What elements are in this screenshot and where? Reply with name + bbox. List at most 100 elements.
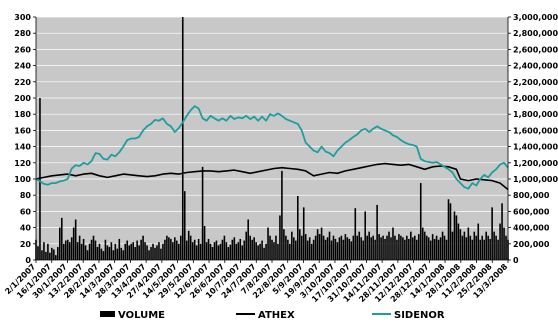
volume-bar [223,235,226,260]
volume-bar [201,166,204,260]
left-tick-label: 260 [14,45,31,54]
volume-bar [320,227,323,260]
right-tick-label: 600,000 [513,207,550,216]
volume-bar [229,244,232,260]
volume-bar [378,234,380,260]
volume-bar [473,231,476,260]
volume-bar [138,245,140,260]
volume-bar [372,235,374,260]
right-tick-label: 400,000 [513,224,550,233]
volume-bar [148,250,150,260]
right-tick-label: 0 [513,256,519,265]
volume-bar [110,242,113,260]
volume-bar [207,238,210,260]
volume-bar [96,247,99,260]
volume-bar [358,231,361,260]
plot-background [36,17,508,260]
volume-bar [398,234,400,260]
legend: VOLUME ATHEX SIDENOR [100,310,445,321]
volume-bar [195,245,198,260]
volume-bar [213,242,216,260]
left-tick-label: 280 [14,29,31,38]
volume-bar [243,240,246,260]
volume-bar [417,234,420,260]
volume-bar [142,235,144,260]
volume-bar [164,239,166,260]
volume-bar [483,239,485,260]
volume-bar [505,235,507,260]
volume-bar [445,239,448,260]
volume-bar [239,238,242,260]
volume-bar [82,238,85,260]
volume-bar [177,243,180,260]
volume-bar [183,191,186,260]
volume-bar [289,243,291,260]
volume-bar [433,238,436,260]
volume-bar [328,231,331,260]
volume-bar [463,231,466,260]
volume-bar [255,242,257,260]
volume-bar [350,241,353,260]
volume-bar [380,237,382,260]
volume-bar [324,239,327,260]
volume-bar [179,235,182,260]
volume-bar [312,239,315,260]
volume-bar [487,235,489,260]
volume-bar [251,239,253,260]
volume-bar [352,235,355,260]
volume-bar [503,227,505,260]
volume-bar [477,223,480,260]
volume-bar [459,229,462,260]
volume-bar [249,235,251,260]
right-tick-label: 1,600,000 [513,126,558,135]
volume-bar [302,207,305,260]
volume-bar [74,219,77,260]
volume-bar [275,235,277,260]
volume-bar [100,248,103,260]
volume-bar [245,231,248,260]
right-tick-label: 3,000,000 [513,13,558,22]
volume-bar [499,223,501,260]
left-tick-label: 120 [14,159,31,168]
volume-bar [495,235,497,260]
volume-bar [481,235,484,260]
volume-bar [120,247,123,260]
right-tick-label: 1,800,000 [513,110,558,119]
volume-bar [45,251,47,260]
volume-bar [144,242,146,260]
volume-bar [205,242,208,260]
volume-bar [219,243,222,260]
volume-bar [112,250,115,260]
legend-label-sidenor: SIDENOR [394,310,445,321]
volume-bar [322,235,325,260]
volume-bar [330,240,333,260]
volume-bar [193,239,196,260]
volume-bar [443,235,446,260]
volume-bar [76,242,79,260]
volume-bar [376,204,378,260]
left-tick-label: 240 [14,62,31,71]
left-tick-label: 100 [14,175,31,184]
volume-bar [374,239,376,260]
left-tick-label: 0 [25,256,31,265]
volume-bar [259,243,261,260]
volume-bar [166,235,168,260]
legend-label-volume: VOLUME [118,310,165,321]
volume-bar [457,223,460,260]
series-line-sidenor [35,105,509,190]
volume-bar [425,235,428,260]
volume-bar [130,243,132,260]
volume-bar [453,211,456,260]
volume-bar [281,170,283,260]
volume-bar [227,247,230,260]
volume-bar [326,237,329,260]
volume-bar [362,240,365,260]
volume-bar [283,229,285,260]
volume-bar [293,237,295,260]
volume-bar [356,235,359,260]
right-tick-label: 200,000 [513,240,550,249]
volume-bar [392,227,394,260]
volume-bar [136,240,138,260]
volume-bar [364,211,367,260]
volume-bar [116,248,119,260]
